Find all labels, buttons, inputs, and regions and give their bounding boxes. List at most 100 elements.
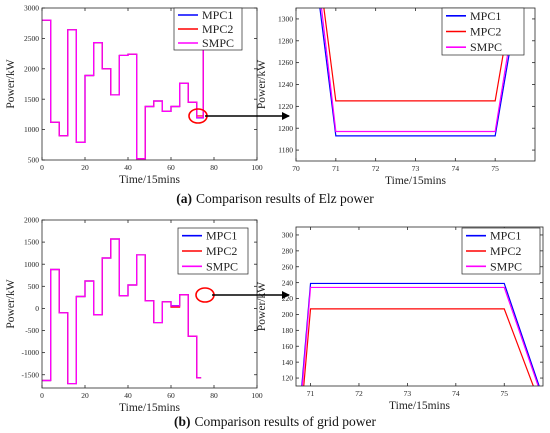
series-line-smpc (42, 238, 202, 385)
legend-label-mpc1: MPC1 (206, 229, 237, 243)
chart-panel-grid-main: 0 20 40 60 80 100 -1500 -1000 -500 0 500 1000 1500 20… (5, 216, 263, 414)
y-tick-label: 240 (282, 278, 294, 287)
x-tick-label: 72 (355, 389, 363, 398)
y-tick-label: 1500 (24, 95, 39, 104)
x-axis-label: Time/15mins (119, 174, 180, 186)
y-tick-label: 280 (282, 246, 294, 255)
y-tick-label: 1000 (24, 260, 39, 269)
y-tick-label: 1300 (278, 15, 293, 24)
legend-label-mpc2: MPC2 (470, 25, 501, 39)
y-tick-label: -500 (25, 326, 39, 335)
y-tick-label: 1000 (24, 125, 39, 134)
y-tick-label: 1500 (24, 238, 39, 247)
y-tick-label: 1180 (278, 146, 293, 155)
plot-frame (41, 7, 258, 161)
x-tick-label: 100 (251, 391, 263, 400)
x-tick-label: 71 (307, 389, 315, 398)
x-tick-label: 0 (40, 391, 44, 400)
x-tick-label: 0 (40, 163, 44, 172)
caption-b-prefix: (b) (174, 414, 191, 429)
legend-label-smpc: SMPC (490, 259, 522, 273)
legend-label-mpc1: MPC1 (470, 9, 501, 23)
series-group (42, 238, 202, 385)
chart-panel-elz-main: 0 20 40 60 80 100 500 1000 1500 2000 2500 3000 Time/… (5, 4, 263, 186)
x-tick-label: 20 (81, 391, 89, 400)
chart-panel-grid-zoom: 71 72 73 74 75120140160180200220240260280300… (256, 226, 544, 412)
y-tick-label: -1500 (22, 370, 40, 379)
y-tick-label: 2000 (24, 64, 39, 73)
x-tick-label: 75 (491, 164, 499, 173)
x-tick-label: 70 (292, 164, 300, 173)
x-tick-label: 40 (124, 391, 132, 400)
y-axis-label: Power/kW (5, 279, 17, 328)
y-tick-label: 300 (282, 231, 294, 240)
x-tick-label: 80 (210, 163, 218, 172)
x-tick-label: 80 (210, 391, 218, 400)
chart-panel-elz-zoom: 70 71 72 73 74 75 1180 1200 1220 1240 1260 1280 1300… (256, 7, 536, 187)
series-group (42, 19, 206, 160)
series-line-smpc (301, 286, 539, 386)
legend-label-mpc2: MPC2 (206, 244, 237, 258)
y-tick-label: -1000 (22, 348, 40, 357)
x-tick-label: 20 (81, 163, 89, 172)
series-line-smpc (42, 19, 206, 160)
series-line-mpc2 (303, 308, 534, 386)
y-tick-label: 180 (282, 326, 294, 335)
x-tick-label: 60 (167, 391, 175, 400)
y-tick-label: 160 (282, 342, 294, 351)
series-group (301, 282, 540, 386)
y-tick-label: 1220 (278, 102, 293, 111)
y-tick-label: 2500 (24, 34, 39, 43)
y-tick-label: 3000 (24, 4, 39, 13)
series-line-smpc (320, 8, 516, 133)
y-axis-label: Power/kW (256, 60, 268, 109)
caption-b: (b) Comparison results of grid power (174, 414, 376, 429)
x-tick-label: 40 (124, 163, 132, 172)
y-tick-label: 260 (282, 262, 294, 271)
y-axis-label: Power/kW (5, 59, 17, 108)
y-tick-label: 1280 (278, 36, 293, 45)
caption-a: (a) Comparison results of Elz power (176, 191, 374, 206)
legend-label-smpc: SMPC (202, 36, 234, 50)
x-tick-label: 71 (332, 164, 340, 173)
x-tick-label: 60 (167, 163, 175, 172)
y-tick-label: 0 (35, 304, 39, 313)
x-axis-label: Time/15mins (119, 402, 180, 414)
y-tick-label: 2000 (24, 216, 39, 225)
legend-label-smpc: SMPC (470, 40, 502, 54)
y-tick-label: 120 (282, 374, 294, 383)
legend-label-mpc2: MPC2 (490, 244, 521, 258)
y-tick-label: 1260 (278, 58, 293, 67)
caption-a-prefix: (a) (176, 191, 192, 206)
y-tick-label: 140 (282, 358, 294, 367)
x-tick-label: 100 (251, 163, 263, 172)
legend-label-mpc2: MPC2 (202, 22, 233, 36)
x-axis-label: Time/15mins (389, 400, 450, 412)
x-tick-label: 75 (501, 389, 509, 398)
y-tick-label: 500 (28, 156, 40, 165)
legend-label-smpc: SMPC (206, 259, 238, 273)
x-tick-label: 73 (412, 164, 420, 173)
x-tick-label: 74 (452, 389, 460, 398)
y-tick-label: 500 (28, 282, 40, 291)
x-tick-label: 73 (404, 389, 412, 398)
legend-label-mpc1: MPC1 (202, 8, 233, 22)
x-tick-label: 74 (452, 164, 460, 173)
caption-a-text: Comparison results of Elz power (196, 191, 374, 206)
caption-b-text: Comparison results of grid power (195, 414, 377, 429)
y-tick-label: 200 (282, 310, 294, 319)
y-tick-label: 1240 (278, 80, 293, 89)
series-line-mpc1 (319, 8, 518, 137)
y-axis-label: Power/kW (256, 282, 268, 331)
x-axis-label: Time/15mins (385, 175, 446, 187)
plot-frame (295, 226, 544, 387)
legend-label-mpc1: MPC1 (490, 229, 521, 243)
y-tick-label: 1200 (278, 124, 293, 133)
plot-frame (41, 219, 258, 389)
